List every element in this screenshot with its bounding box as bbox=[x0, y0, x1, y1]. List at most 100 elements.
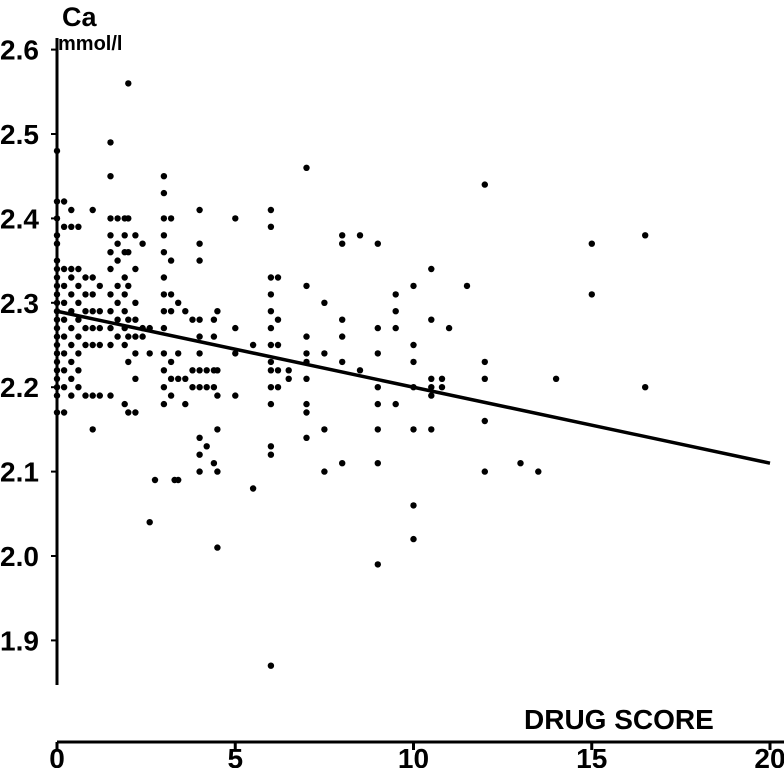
data-point bbox=[121, 400, 128, 408]
data-point bbox=[68, 223, 75, 230]
x-tick-label: 5 bbox=[227, 743, 243, 768]
data-point bbox=[171, 476, 178, 484]
data-point bbox=[60, 409, 68, 416]
data-point bbox=[114, 299, 121, 306]
data-point bbox=[339, 240, 346, 247]
data-point bbox=[125, 80, 132, 87]
data-point bbox=[60, 333, 68, 340]
data-point bbox=[68, 265, 75, 273]
data-point bbox=[196, 434, 203, 441]
data-point bbox=[182, 375, 189, 382]
data-point bbox=[107, 392, 114, 399]
data-point bbox=[89, 392, 96, 399]
data-point bbox=[410, 502, 417, 509]
data-point bbox=[68, 324, 75, 332]
data-point bbox=[53, 291, 61, 298]
data-point bbox=[410, 341, 417, 349]
data-point bbox=[481, 358, 488, 366]
data-point bbox=[267, 384, 275, 391]
data-point bbox=[68, 375, 75, 382]
data-point bbox=[267, 358, 275, 366]
data-point bbox=[60, 282, 68, 290]
data-point bbox=[374, 240, 381, 247]
data-point bbox=[410, 535, 417, 543]
data-point bbox=[588, 291, 595, 298]
x-tick-label: 20 bbox=[754, 743, 784, 768]
data-point bbox=[96, 324, 104, 332]
data-point bbox=[445, 324, 453, 332]
data-point bbox=[274, 367, 282, 374]
data-point bbox=[139, 333, 146, 340]
y-tick-label: 2.5 bbox=[0, 119, 39, 150]
data-point bbox=[196, 257, 203, 264]
data-point bbox=[182, 400, 189, 408]
data-point bbox=[82, 392, 89, 399]
data-point bbox=[132, 350, 139, 357]
data-point bbox=[428, 375, 435, 382]
data-point bbox=[132, 299, 139, 306]
data-point bbox=[82, 274, 89, 281]
data-point bbox=[196, 451, 203, 458]
data-point bbox=[107, 308, 114, 315]
data-point bbox=[125, 358, 132, 366]
data-point bbox=[374, 460, 381, 467]
data-point bbox=[75, 282, 82, 290]
data-point bbox=[321, 426, 328, 433]
data-point bbox=[53, 375, 61, 382]
data-point bbox=[75, 299, 82, 306]
x-tick-label: 15 bbox=[576, 743, 607, 768]
data-point bbox=[160, 173, 168, 180]
data-point bbox=[303, 350, 310, 357]
data-point bbox=[321, 299, 328, 306]
data-point bbox=[481, 375, 488, 382]
data-point bbox=[132, 409, 139, 416]
data-point bbox=[125, 316, 132, 323]
data-point bbox=[53, 215, 61, 222]
data-point bbox=[60, 367, 68, 374]
data-point bbox=[125, 333, 132, 340]
data-point bbox=[167, 358, 175, 366]
data-point bbox=[132, 232, 139, 239]
data-point bbox=[267, 400, 275, 408]
data-point bbox=[481, 468, 488, 475]
data-point bbox=[125, 409, 132, 416]
data-point bbox=[303, 400, 310, 408]
data-point bbox=[392, 324, 399, 332]
data-point bbox=[125, 282, 132, 290]
data-point bbox=[175, 375, 182, 382]
data-point bbox=[89, 324, 96, 332]
data-point bbox=[182, 308, 189, 315]
data-point bbox=[121, 308, 128, 315]
data-point bbox=[356, 367, 364, 374]
data-point bbox=[114, 316, 121, 323]
data-point bbox=[68, 291, 75, 298]
data-point bbox=[167, 375, 175, 382]
data-point bbox=[196, 206, 203, 214]
data-point bbox=[132, 333, 139, 340]
data-point bbox=[68, 358, 75, 366]
data-point bbox=[267, 662, 275, 669]
data-point bbox=[167, 392, 175, 399]
data-point bbox=[189, 316, 196, 323]
data-point bbox=[214, 367, 221, 374]
data-point bbox=[53, 384, 61, 391]
data-point bbox=[151, 476, 159, 484]
data-point bbox=[75, 350, 82, 357]
data-point bbox=[428, 392, 435, 399]
data-point bbox=[356, 232, 364, 239]
y-tick-label: 2.0 bbox=[0, 541, 39, 572]
data-point bbox=[374, 400, 381, 408]
regression-line bbox=[56, 309, 771, 465]
data-point bbox=[285, 375, 292, 382]
data-point bbox=[196, 316, 203, 323]
data-point bbox=[82, 308, 89, 315]
data-point bbox=[53, 265, 61, 273]
data-point bbox=[160, 400, 168, 408]
data-point bbox=[232, 215, 239, 222]
data-point bbox=[107, 291, 114, 298]
x-axis-label: DRUG SCORE bbox=[524, 704, 714, 735]
data-point bbox=[267, 367, 275, 374]
data-point bbox=[60, 350, 68, 357]
data-point bbox=[438, 384, 446, 391]
data-point bbox=[535, 468, 542, 475]
